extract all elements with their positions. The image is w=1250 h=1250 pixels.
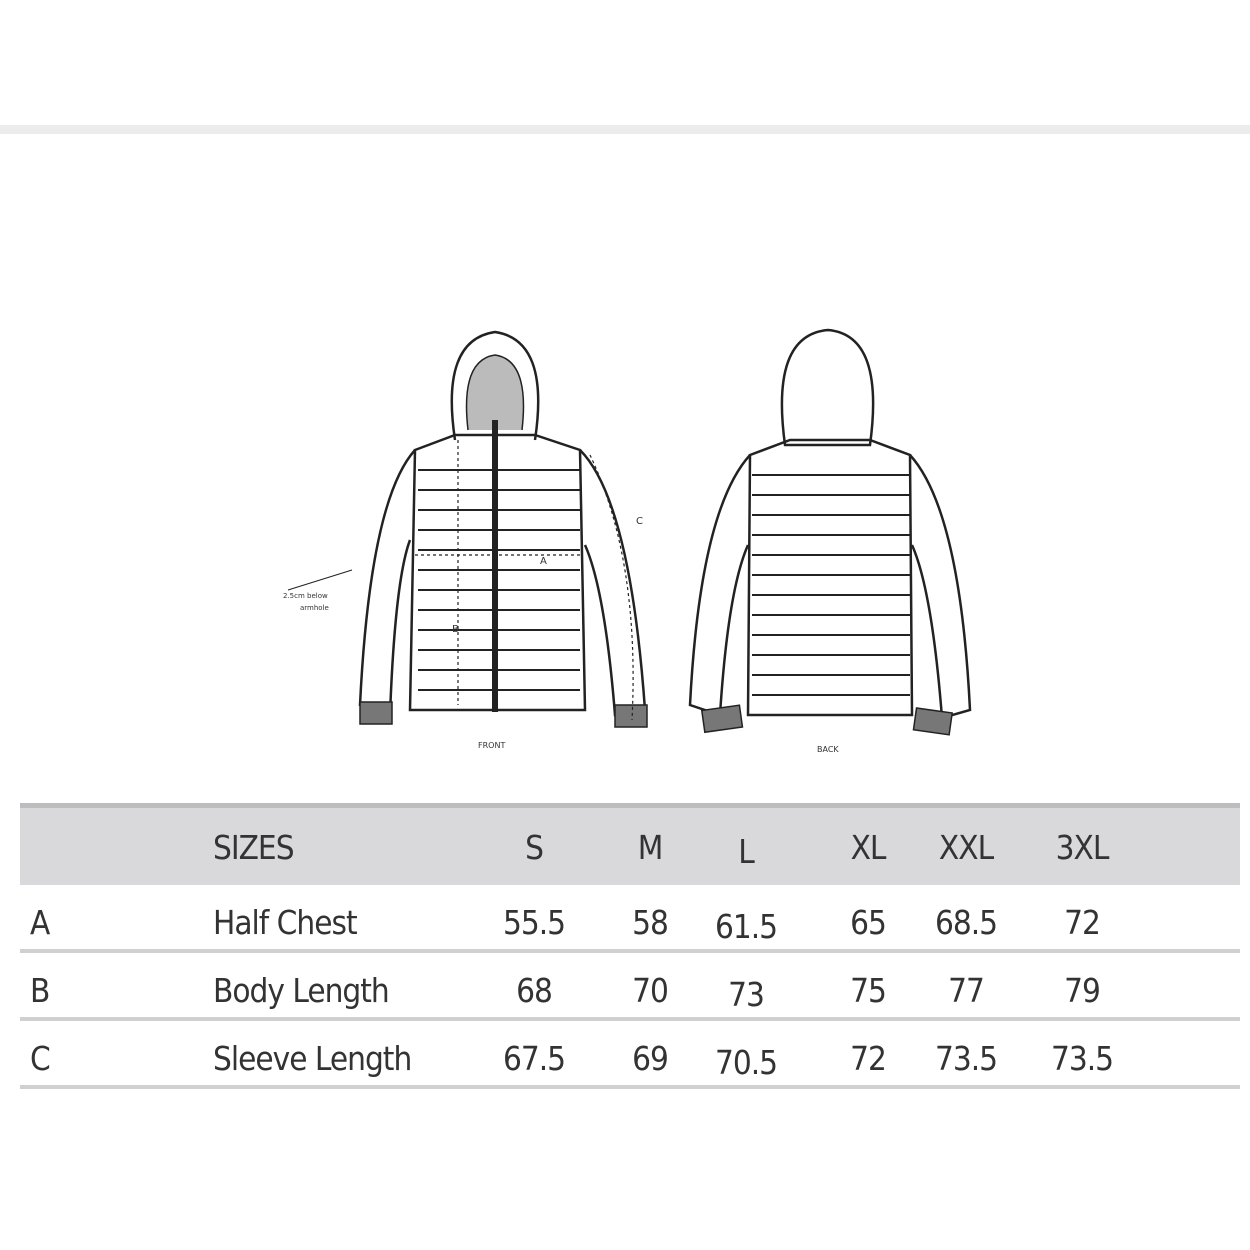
row-value: 73.5	[1050, 1039, 1114, 1078]
row-measurement: Half Chest	[213, 903, 358, 942]
row-divider	[20, 1017, 1240, 1021]
row-measurement: Sleeve Length	[213, 1039, 412, 1078]
note-line-2: armhole	[300, 604, 329, 612]
row-value: 68.5	[934, 903, 998, 942]
row-value: 75	[850, 971, 887, 1010]
table-row: C Sleeve Length 67.5 69 70.5 72 73.5 73.5	[20, 1031, 1240, 1099]
row-value: 73.5	[934, 1039, 998, 1078]
row-value: 68	[516, 971, 553, 1010]
marker-b: B	[452, 624, 459, 635]
row-code: A	[30, 903, 50, 942]
header-size: S	[525, 828, 544, 867]
row-divider	[20, 949, 1240, 953]
row-value: 61.5	[714, 907, 778, 946]
row-value: 70	[632, 971, 669, 1010]
table-row: A Half Chest 55.5 58 61.5 65 68.5 72	[20, 895, 1240, 963]
back-label: BACK	[817, 745, 839, 754]
row-code: C	[30, 1039, 51, 1078]
header-size: L	[738, 832, 755, 871]
table-header: SIZES S M L XL XXL 3XL	[20, 803, 1240, 885]
header-sizes-label: SIZES	[213, 828, 295, 867]
note-line-1: 2.5cm below	[283, 592, 328, 600]
marker-c: C	[636, 516, 643, 527]
row-value: 73	[728, 975, 765, 1014]
row-value: 72	[1064, 903, 1101, 942]
jacket-diagram: A B C 2.5cm below armhole FRONT BACK	[283, 328, 972, 754]
front-label: FRONT	[478, 741, 505, 750]
top-divider	[0, 125, 1250, 134]
table-row: B Body Length 68 70 73 75 77 79	[20, 963, 1240, 1031]
header-size: M	[637, 828, 664, 867]
header-size: XL	[850, 828, 887, 867]
header-size: XXL	[938, 828, 994, 867]
jacket-front-illustration	[287, 330, 648, 728]
marker-a: A	[540, 556, 547, 567]
header-size: 3XL	[1055, 828, 1110, 867]
row-measurement: Body Length	[213, 971, 390, 1010]
row-value: 77	[948, 971, 985, 1010]
row-value: 65	[850, 903, 887, 942]
row-value: 69	[632, 1039, 669, 1078]
jacket-back-illustration	[688, 328, 972, 736]
row-value: 70.5	[714, 1043, 778, 1082]
row-divider	[20, 1085, 1240, 1089]
row-value: 55.5	[502, 903, 566, 942]
row-value: 67.5	[502, 1039, 566, 1078]
row-value: 72	[850, 1039, 887, 1078]
row-code: B	[30, 971, 50, 1010]
row-value: 79	[1064, 971, 1101, 1010]
row-value: 58	[632, 903, 669, 942]
